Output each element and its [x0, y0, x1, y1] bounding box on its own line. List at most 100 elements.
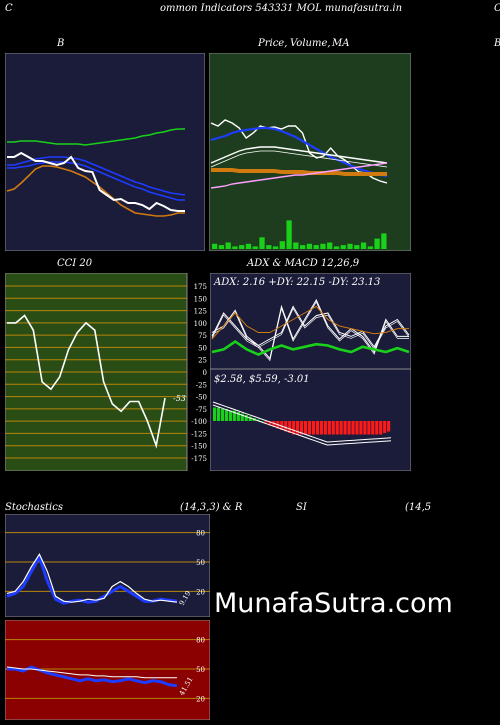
macd-histogram-bar — [355, 421, 359, 435]
adx-minus_dy-shadow-line — [211, 307, 410, 350]
macd-histogram-bar — [248, 416, 252, 421]
macd-histogram-bar — [339, 421, 343, 435]
header-left-letter: C — [5, 3, 13, 14]
volume-title: Volume, — [290, 38, 331, 49]
macd-histogram-bar — [379, 421, 383, 435]
stochastics-d-line — [6, 552, 178, 603]
price-ma_pink-line — [210, 162, 388, 189]
volume-bar — [360, 242, 367, 249]
volume-bar — [340, 245, 346, 249]
macd-histogram-bar — [228, 410, 232, 421]
stochastics-k-line — [6, 553, 178, 605]
cci-tick-label: -150 — [191, 443, 207, 451]
macd-histogram-bar — [232, 410, 236, 421]
volume-bar — [306, 243, 313, 249]
macd-histogram-bar — [323, 421, 327, 435]
volume-bar — [239, 245, 245, 249]
rsi-title: SI — [296, 502, 307, 513]
volume-bar — [354, 245, 360, 249]
cci-tick-label: 25 — [198, 357, 207, 365]
volume-bar — [212, 243, 218, 249]
macd-histogram-bar — [319, 421, 323, 435]
rsi-tick-label: 20 — [196, 695, 205, 703]
volume-bar — [300, 245, 306, 249]
price-volume-panel — [209, 53, 411, 251]
stochastics-tick-label: 50 — [196, 559, 205, 567]
bollinger-panel — [5, 53, 205, 251]
macd-histogram-bar — [347, 421, 351, 435]
bollinger-mid_b-line — [7, 161, 185, 201]
macd-panel: $2.58, $5.59, -3.01 — [210, 369, 411, 471]
macd-histogram-bar — [367, 421, 371, 435]
volume-bar — [374, 238, 380, 249]
macd-histogram-bar — [213, 407, 217, 421]
macd-histogram-bar — [375, 421, 379, 435]
cci-tick-label: 50 — [198, 344, 207, 352]
volume-bar — [266, 245, 272, 249]
macd-histogram-bar — [331, 421, 335, 435]
macd-histogram-bar — [236, 412, 240, 421]
macd-signal-line — [212, 401, 392, 443]
volume-bar — [279, 241, 285, 249]
rsi-tick-label: 50 — [196, 666, 205, 674]
macd-histogram-bar — [224, 409, 229, 421]
stochastics-params: (14,3,3) & R — [180, 502, 243, 513]
header-right-letter: C — [494, 3, 500, 14]
volume-bar — [313, 245, 319, 249]
volume-bar — [252, 246, 258, 249]
cci-title: CCI 20 — [57, 258, 93, 269]
macd-histogram-bar — [363, 421, 367, 435]
stochastics-title: Stochastics — [5, 502, 63, 513]
cci-tick-label: 175 — [194, 283, 207, 291]
macd-histogram-bar — [300, 421, 304, 435]
volume-bar — [347, 243, 353, 249]
macd-histogram-bar — [351, 421, 355, 435]
adx-orange-line — [211, 305, 409, 340]
macd-histogram-bar — [296, 421, 300, 435]
macd-histogram-bar — [307, 421, 312, 435]
cci-tick-label: -100 — [191, 418, 207, 426]
cci-line — [7, 314, 166, 449]
volume-bar — [293, 242, 299, 249]
volume-bar — [320, 243, 326, 249]
macd-histogram-bar — [335, 421, 339, 435]
macd-histogram-bar — [343, 421, 347, 435]
price-ma_short-line — [210, 126, 388, 178]
volume-bar — [225, 242, 231, 249]
volume-bar — [333, 246, 340, 249]
price-price-line — [210, 119, 388, 184]
bollinger-upper-line — [7, 128, 185, 146]
cci-last-label: -53 — [173, 394, 186, 403]
volume-bar — [232, 246, 238, 249]
macd-histogram-bar — [327, 421, 331, 435]
cci-tick-label: -50 — [196, 394, 207, 402]
macd-histogram-bar — [272, 421, 276, 427]
macd-histogram-bar — [292, 421, 296, 435]
header-title: ommon Indicators 543331 MOL munafasutra.… — [160, 3, 403, 14]
macd-histogram-bar — [280, 421, 284, 430]
macd-histogram-bar — [268, 421, 272, 426]
macd-histogram-bar — [371, 421, 375, 435]
cci-tick-label: -175 — [191, 455, 207, 463]
ma-title: MA — [332, 38, 350, 49]
cci-tick-label: 150 — [194, 295, 207, 303]
right-edge-letter: B — [494, 38, 500, 49]
adx-values: ADX: 2.16 +DY: 22.15 -DY: 23.13 — [213, 277, 380, 288]
volume-bar — [327, 242, 333, 249]
cci-tick-label: 100 — [194, 320, 207, 328]
bollinger-title: B — [57, 38, 65, 49]
macd-histogram-bar — [303, 421, 308, 435]
price-ma_long-line — [210, 146, 388, 164]
macd-histogram-bar — [284, 421, 288, 432]
macd-histogram-bar — [359, 421, 363, 435]
stochastics-tick-label: 20 — [196, 588, 205, 596]
bollinger-lower-line — [6, 165, 185, 217]
rsi-params: (14,5 — [405, 502, 432, 513]
rsi-rsi-line — [7, 665, 178, 688]
macd-histogram-bar — [315, 421, 319, 435]
price-ma-long-band-line — [210, 150, 388, 168]
macd-histogram-bar — [387, 421, 391, 432]
macd-histogram-bar — [244, 415, 248, 421]
